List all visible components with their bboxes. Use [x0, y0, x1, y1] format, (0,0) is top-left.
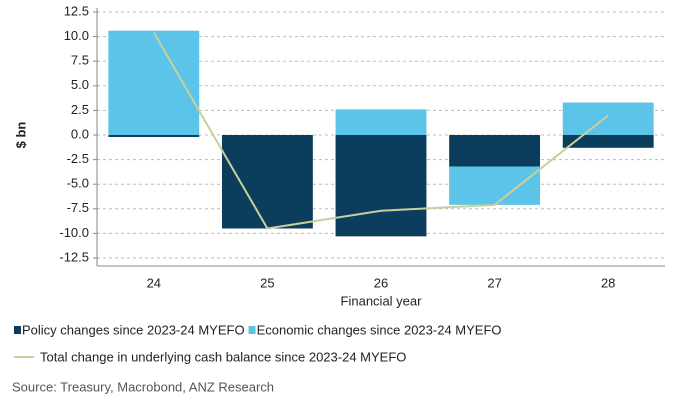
bar: [108, 135, 200, 137]
bar: [449, 135, 541, 167]
line: [152, 32, 609, 230]
y-tick-label: -12.5: [59, 249, 89, 264]
bar: [335, 109, 427, 135]
y-tick-label: -7.5: [67, 200, 89, 215]
legend-label: Total change in underlying cash balance …: [40, 349, 406, 364]
y-tick-label: 5.0: [71, 77, 89, 92]
bar: [449, 166, 541, 205]
y-tick-label: -2.5: [67, 151, 89, 166]
bar: [562, 135, 654, 148]
x-tick-label: 28: [601, 275, 615, 290]
legend-swatch: [14, 326, 21, 334]
x-tick-label: 26: [374, 275, 388, 290]
bar: [221, 135, 313, 229]
x-tick-label: 27: [487, 275, 501, 290]
bar: [108, 30, 200, 135]
y-tick-label: -10.0: [59, 225, 89, 240]
x-tick-label: 25: [260, 275, 274, 290]
y-tick-label: 12.5: [64, 3, 89, 18]
legend-label: Economic changes since 2023-24 MYEFO: [257, 322, 502, 337]
x-axis-label: Financial year: [341, 293, 423, 308]
legend-swatch: [248, 326, 256, 334]
y-axis-label: $ bn: [13, 122, 28, 149]
y-tick-label: 2.5: [71, 102, 89, 117]
bar: [335, 135, 427, 237]
y-tick-label: 0.0: [71, 126, 89, 141]
y-tick-label: -5.0: [67, 176, 89, 191]
y-tick-label: 7.5: [71, 53, 89, 68]
legend-label: Policy changes since 2023-24 MYEFO: [22, 322, 245, 337]
y-tick-label: 10.0: [64, 28, 89, 43]
bar: [562, 102, 654, 135]
source: Source: Treasury, Macrobond, ANZ Researc…: [12, 379, 274, 394]
x-tick-label: 24: [147, 275, 161, 290]
